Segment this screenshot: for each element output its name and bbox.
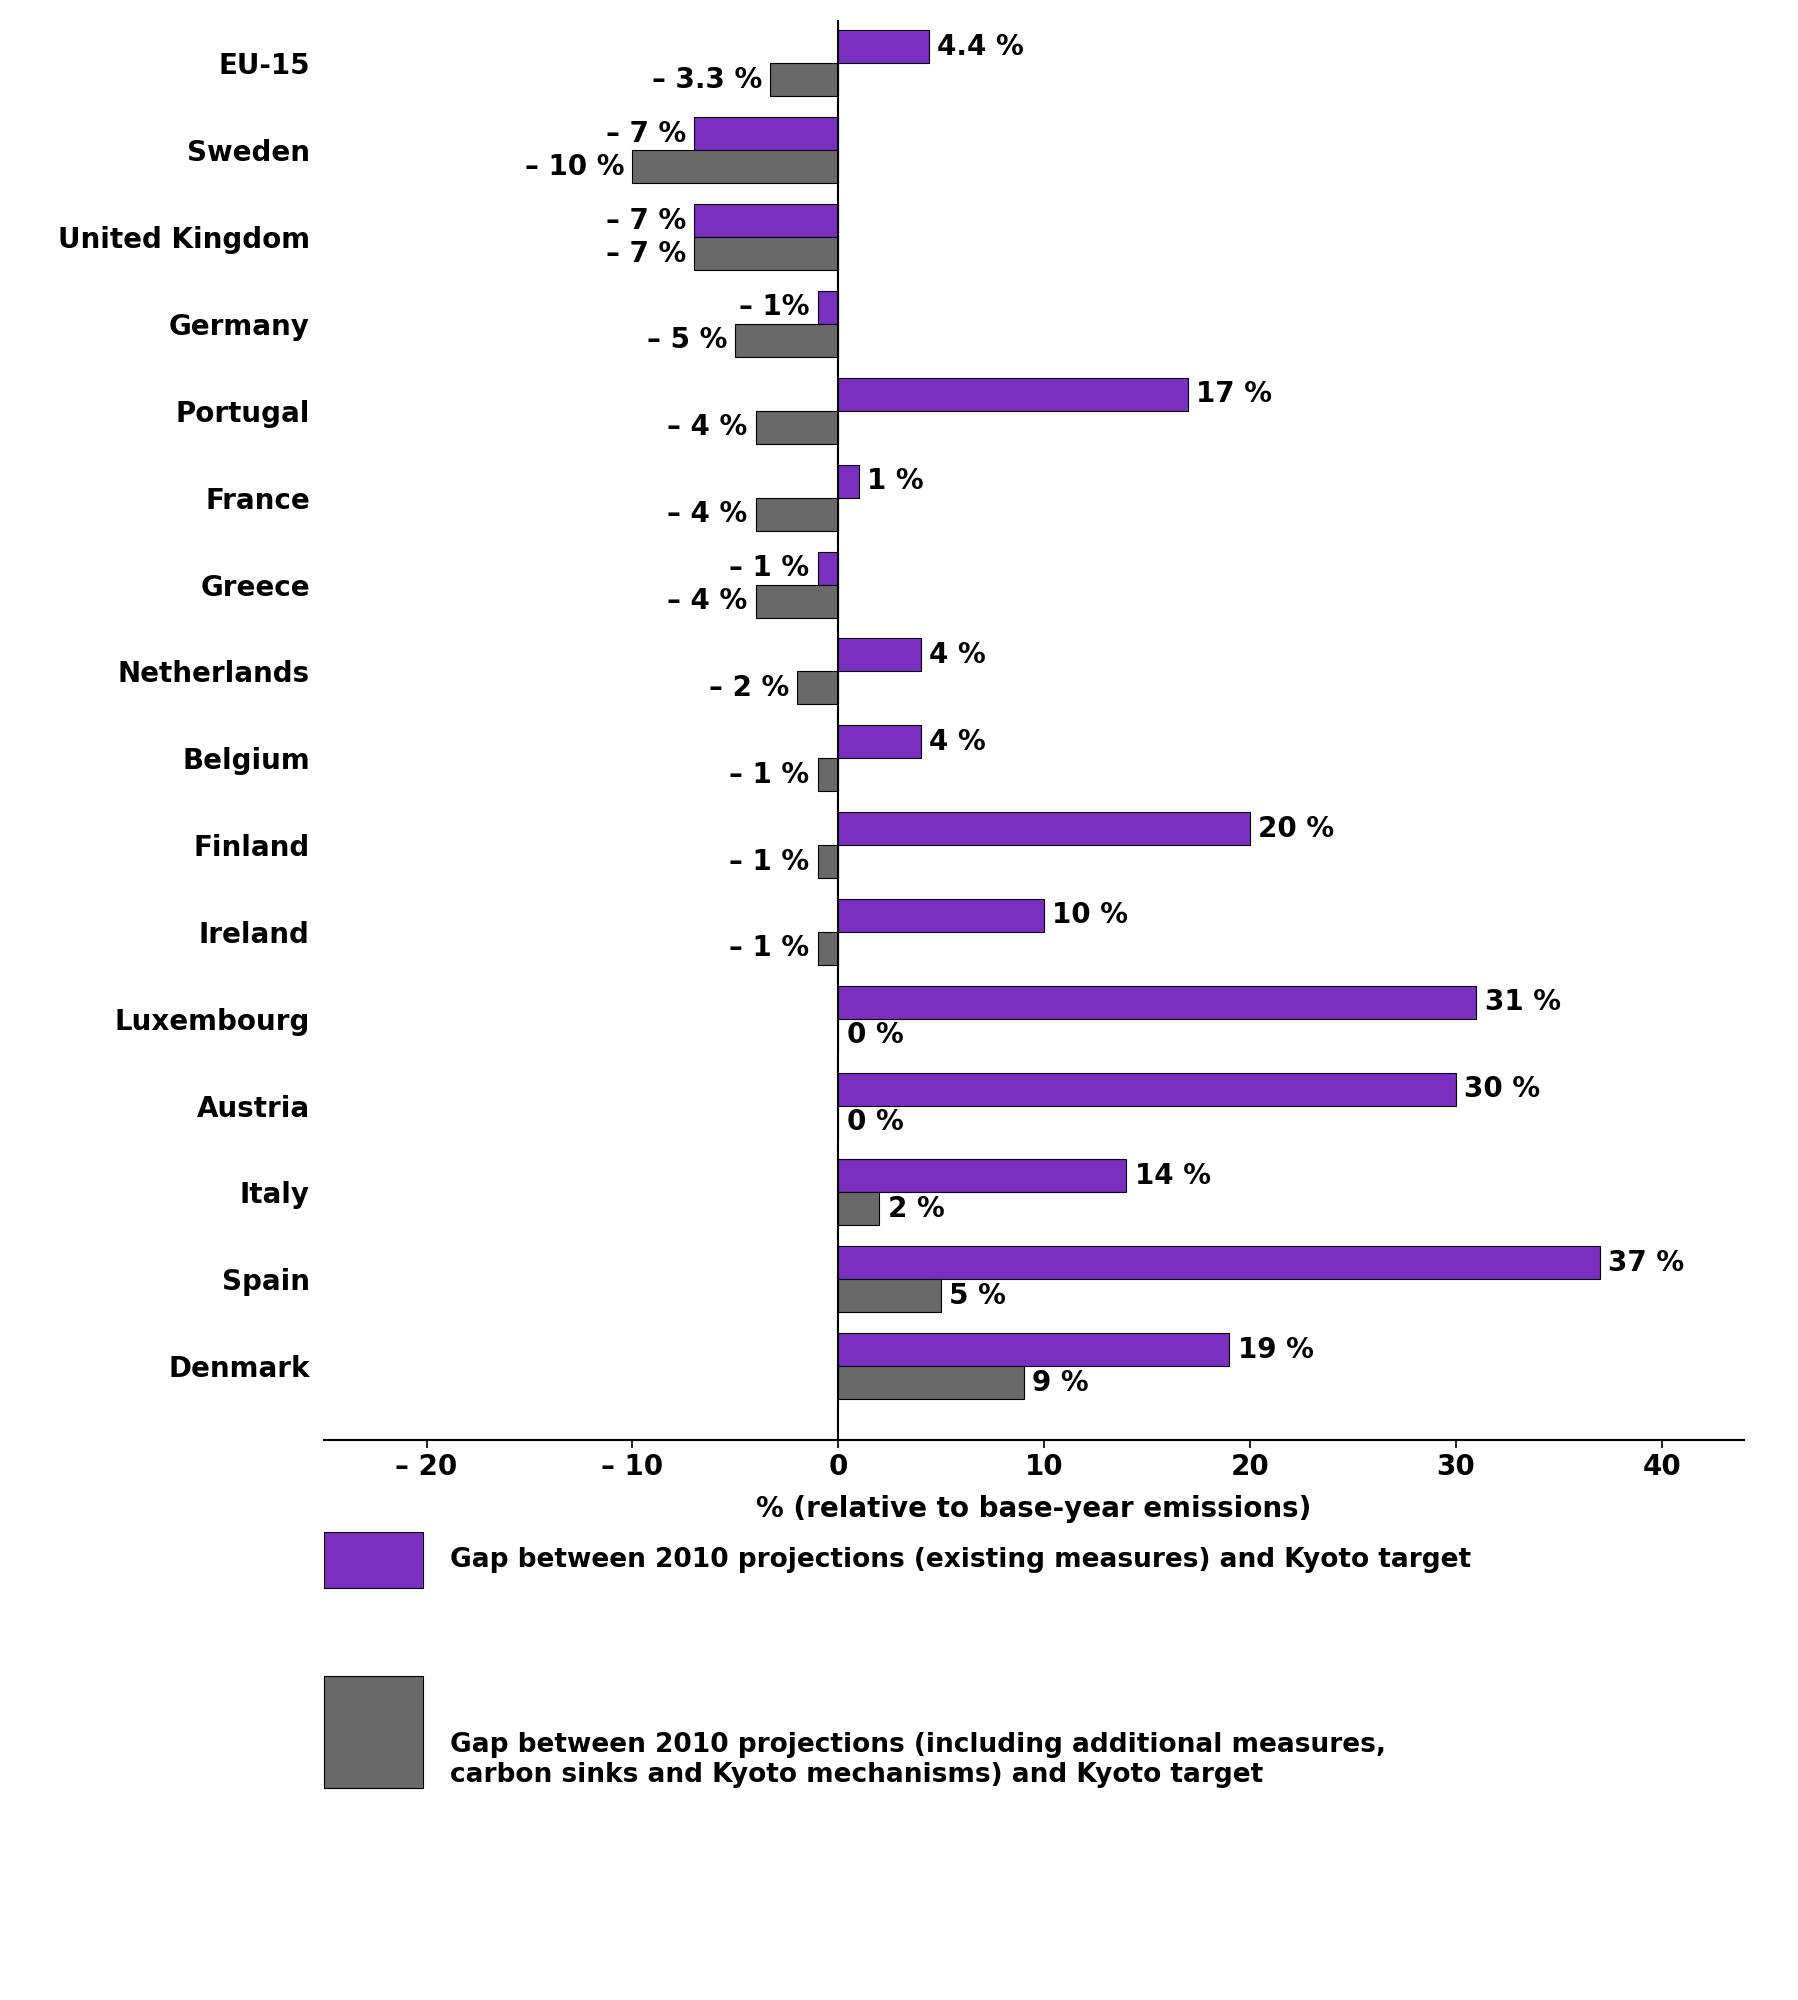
Bar — [838, 1072, 1456, 1106]
Bar — [818, 290, 838, 324]
Bar — [735, 324, 838, 356]
Text: 9 %: 9 % — [1032, 1368, 1088, 1396]
Bar — [838, 812, 1250, 846]
Text: 0 %: 0 % — [847, 1108, 903, 1136]
Text: – 1 %: – 1 % — [730, 848, 809, 876]
Bar — [694, 118, 838, 150]
Text: 1 %: 1 % — [867, 468, 924, 496]
Bar — [694, 204, 838, 238]
Text: 19 %: 19 % — [1237, 1336, 1314, 1364]
Bar — [838, 986, 1476, 1018]
Text: – 4 %: – 4 % — [667, 500, 748, 528]
Bar — [838, 1366, 1023, 1400]
Text: – 4 %: – 4 % — [667, 414, 748, 442]
Bar — [818, 932, 838, 964]
Text: 30 %: 30 % — [1464, 1076, 1541, 1104]
Text: 20 %: 20 % — [1259, 814, 1334, 842]
Text: – 1 %: – 1 % — [730, 554, 809, 582]
Text: – 4 %: – 4 % — [667, 588, 748, 616]
Bar — [818, 846, 838, 878]
Text: – 7 %: – 7 % — [606, 206, 687, 234]
Text: 2 %: 2 % — [888, 1194, 944, 1222]
Text: – 7 %: – 7 % — [606, 120, 687, 148]
Bar — [770, 64, 838, 96]
Bar — [755, 410, 838, 444]
Bar — [755, 584, 838, 618]
Bar — [838, 898, 1045, 932]
Bar — [838, 378, 1188, 410]
Text: Gap between 2010 projections (existing measures) and Kyoto target: Gap between 2010 projections (existing m… — [450, 1548, 1471, 1572]
Text: 4 %: 4 % — [930, 728, 985, 756]
Text: – 7 %: – 7 % — [606, 240, 687, 268]
Text: – 3.3 %: – 3.3 % — [653, 66, 762, 94]
Bar — [838, 638, 921, 672]
Text: 31 %: 31 % — [1485, 988, 1561, 1016]
Bar — [838, 1192, 879, 1226]
Text: – 1 %: – 1 % — [730, 760, 809, 788]
X-axis label: % (relative to base-year emissions): % (relative to base-year emissions) — [757, 1496, 1311, 1524]
Text: 10 %: 10 % — [1052, 902, 1129, 930]
Bar — [838, 1160, 1127, 1192]
Text: – 1 %: – 1 % — [730, 934, 809, 962]
Text: 17 %: 17 % — [1196, 380, 1273, 408]
Bar — [838, 464, 859, 498]
Text: 0 %: 0 % — [847, 1022, 903, 1050]
Bar — [838, 1280, 940, 1312]
Text: 37 %: 37 % — [1607, 1248, 1685, 1276]
Bar — [694, 238, 838, 270]
Text: Gap between 2010 projections (including additional measures,
carbon sinks and Ky: Gap between 2010 projections (including … — [450, 1732, 1386, 1788]
Text: – 5 %: – 5 % — [647, 326, 726, 354]
Bar — [838, 30, 930, 64]
Bar — [755, 498, 838, 530]
Text: – 10 %: – 10 % — [525, 152, 624, 180]
Bar — [838, 1334, 1230, 1366]
Text: 4 %: 4 % — [930, 640, 985, 668]
Text: – 1%: – 1% — [739, 294, 809, 322]
Bar — [633, 150, 838, 184]
Text: 14 %: 14 % — [1135, 1162, 1210, 1190]
Text: – 2 %: – 2 % — [708, 674, 789, 702]
Bar — [838, 726, 921, 758]
Bar — [818, 758, 838, 792]
Bar — [818, 552, 838, 584]
Bar — [797, 672, 838, 704]
Text: 5 %: 5 % — [949, 1282, 1007, 1310]
Bar — [838, 1246, 1600, 1280]
Text: 4.4 %: 4.4 % — [937, 32, 1023, 60]
